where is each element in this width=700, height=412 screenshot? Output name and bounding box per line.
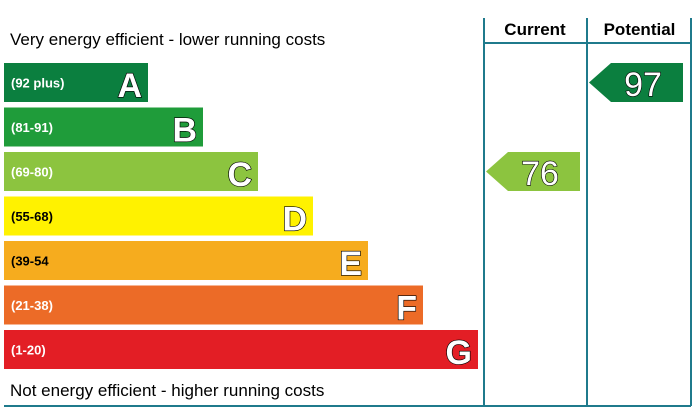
potential-arrow <box>589 63 683 102</box>
band-a-range: (92 plus) <box>11 76 64 91</box>
band-d <box>4 196 313 236</box>
band-g <box>4 330 478 369</box>
band-f <box>4 285 423 325</box>
band-c-letter: C <box>227 156 252 194</box>
current-arrow <box>486 152 580 191</box>
current-column-header: Current <box>504 20 566 39</box>
band-b-range: (81-91) <box>11 120 53 135</box>
band-f-range: (21-38) <box>11 298 53 313</box>
band-a <box>4 63 148 102</box>
band-d-range: (55-68) <box>11 209 53 224</box>
band-c-range: (69-80) <box>11 165 53 180</box>
potential-column-header: Potential <box>603 20 676 39</box>
potential-rating-value: 97 <box>624 66 662 104</box>
band-e <box>4 241 368 280</box>
band-b-letter: B <box>172 112 197 150</box>
band-e-letter: E <box>339 245 362 283</box>
band-g-letter: G <box>446 334 472 372</box>
band-f-letter: F <box>396 290 417 328</box>
band-d-letter: D <box>282 201 307 239</box>
band-e-range: (39-54 <box>11 254 49 269</box>
top-caption: Very energy efficient - lower running co… <box>10 30 326 49</box>
band-c <box>4 152 258 191</box>
band-b <box>4 107 203 147</box>
bottom-caption: Not energy efficient - higher running co… <box>10 381 325 400</box>
current-rating-value: 76 <box>521 155 559 193</box>
band-a-letter: A <box>117 67 142 105</box>
band-g-range: (1-20) <box>11 343 46 358</box>
